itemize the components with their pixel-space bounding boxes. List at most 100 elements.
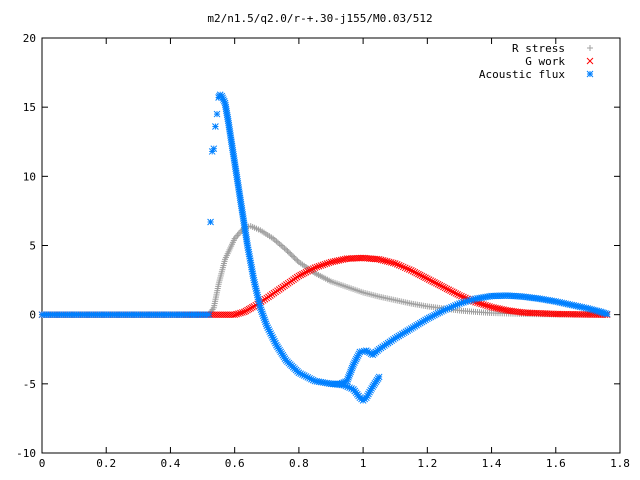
- legend-entry-r-stress: R stress: [512, 42, 593, 55]
- y-tick-label: 0: [29, 309, 36, 322]
- point-g-work: [383, 258, 391, 265]
- point-g-work: [231, 311, 239, 319]
- legend-marker-acoustic-flux: [586, 70, 594, 78]
- x-tick-label: 0.2: [96, 457, 116, 470]
- point-g-work: [420, 273, 428, 281]
- point-r-stress: [234, 232, 241, 239]
- point-r-stress: [294, 257, 301, 264]
- point-g-work: [416, 271, 424, 279]
- point-g-work: [450, 289, 458, 296]
- point-g-work: [304, 267, 312, 275]
- point-acoustic-flux: [213, 110, 221, 118]
- point-g-work: [418, 272, 426, 280]
- point-g-work: [484, 302, 491, 310]
- point-g-work: [434, 280, 442, 288]
- point-g-work: [432, 279, 440, 287]
- point-g-work: [413, 269, 420, 277]
- point-g-work: [500, 306, 507, 314]
- point-g-work: [333, 257, 341, 265]
- point-g-work: [498, 305, 505, 313]
- x-tick-label: 1.8: [610, 457, 630, 470]
- point-g-work: [448, 288, 456, 295]
- point-r-stress: [237, 229, 244, 236]
- point-g-work: [443, 285, 451, 293]
- point-acoustic-flux: [603, 310, 611, 318]
- x-tick-label: 0.8: [289, 457, 309, 470]
- point-g-work: [399, 263, 407, 271]
- point-g-work: [425, 276, 433, 283]
- point-g-work: [458, 292, 465, 300]
- x-tick-label: 1.4: [482, 457, 502, 470]
- point-g-work: [306, 267, 313, 274]
- point-g-work: [415, 270, 422, 278]
- point-g-work: [391, 260, 399, 267]
- point-acoustic-flux: [205, 311, 213, 319]
- point-r-stress: [235, 230, 242, 237]
- x-tick-label: 1: [360, 457, 367, 470]
- point-g-work: [407, 267, 415, 274]
- point-g-work: [441, 284, 449, 292]
- point-r-stress: [291, 254, 298, 261]
- point-acoustic-flux: [207, 218, 214, 226]
- point-g-work: [387, 259, 395, 266]
- point-g-work: [454, 291, 462, 298]
- point-g-work: [427, 277, 435, 284]
- y-tick-label: 5: [29, 240, 36, 253]
- point-acoustic-flux: [212, 123, 219, 130]
- point-g-work: [492, 304, 499, 312]
- point-g-work: [397, 262, 405, 270]
- point-g-work: [235, 310, 242, 317]
- point-g-work: [431, 279, 438, 286]
- point-g-work: [323, 260, 331, 267]
- point-g-work: [331, 257, 339, 265]
- point-g-work: [377, 256, 385, 264]
- point-g-work: [385, 258, 393, 266]
- point-g-work: [239, 309, 246, 316]
- point-g-work: [488, 303, 495, 311]
- point-r-stress: [283, 246, 290, 253]
- y-tick-label: 20: [23, 32, 36, 45]
- point-g-work: [395, 261, 403, 269]
- point-g-work: [409, 267, 417, 275]
- point-g-work: [329, 258, 337, 266]
- point-r-stress: [285, 249, 292, 256]
- point-g-work: [375, 255, 383, 263]
- point-g-work: [337, 256, 345, 264]
- series-layer: [38, 91, 611, 404]
- point-g-work: [389, 259, 397, 267]
- x-tick-label: 0.4: [161, 457, 181, 470]
- point-g-work: [440, 283, 447, 291]
- point-g-work: [302, 268, 310, 276]
- point-g-work: [482, 301, 489, 309]
- point-g-work: [494, 305, 501, 312]
- point-g-work: [233, 310, 240, 318]
- point-g-work: [325, 259, 333, 267]
- point-g-work: [438, 282, 445, 290]
- series-acoustic-flux: [38, 91, 611, 404]
- point-g-work: [237, 309, 244, 317]
- point-g-work: [429, 278, 437, 285]
- point-g-work: [321, 260, 329, 268]
- legend-entry-g-work: G work: [525, 55, 594, 68]
- legend-marker-r-stress: [587, 45, 593, 51]
- point-g-work: [445, 286, 453, 294]
- point-g-work: [401, 264, 409, 272]
- y-tick-label: 15: [23, 101, 36, 114]
- point-g-work: [393, 260, 401, 268]
- point-g-work: [335, 257, 343, 264]
- point-g-work: [405, 266, 413, 273]
- point-g-work: [486, 303, 493, 310]
- legend-entry-acoustic-flux: Acoustic flux: [479, 68, 594, 81]
- point-g-work: [478, 300, 485, 308]
- point-g-work: [300, 269, 308, 277]
- legend: R stress G work Acoustic flux: [479, 42, 594, 81]
- legend-label-acoustic-flux: Acoustic flux: [479, 68, 565, 81]
- point-g-work: [496, 305, 503, 313]
- legend-symbol: [586, 57, 594, 65]
- x-axis: 0 0.2 0.4 0.6 0.8 1 1.2 1.4 1.6 1.8: [39, 38, 630, 470]
- series-r-stress: [39, 223, 611, 318]
- x-tick-label: 0: [39, 457, 46, 470]
- point-g-work: [327, 258, 335, 266]
- point-g-work: [295, 272, 303, 280]
